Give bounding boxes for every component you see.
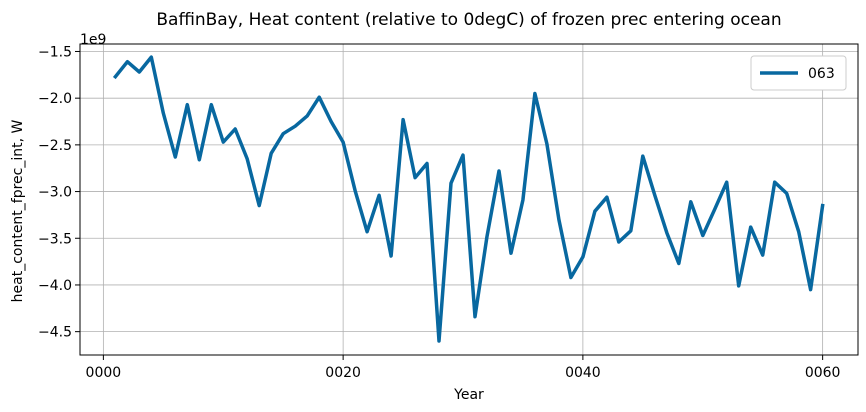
y-tick-label: −4.0 [38,278,72,294]
y-tick-label: −2.5 [38,138,72,154]
series-layer [112,55,825,343]
legend-box [750,55,847,91]
series-line-063 [112,55,825,343]
x-tick-label: 0020 [325,365,361,381]
legend: 063 [750,55,847,91]
y-axis: −4.5 −4.0 −3.5 −3.0 −2.5 −2.0 −1.5 [38,44,80,341]
y-tick-label: −3.0 [38,185,72,201]
x-tick-label: 0060 [805,365,841,381]
x-axis: 0000 0020 0040 0060 [86,355,841,381]
x-tick-label: 0000 [86,365,122,381]
plot-frame [79,43,859,356]
y-tick-label: −4.5 [38,325,72,341]
x-tick-label: 0040 [565,365,601,381]
legend-label-063: 063 [808,66,835,82]
y-tick-label: −2.0 [38,91,72,107]
y-axis-label: heat_content_fprec_int, W [10,119,26,302]
chart-title: BaffinBay, Heat content (relative to 0de… [156,10,781,30]
y-tick-label: −3.5 [38,231,72,247]
y-offset-label: 1e9 [80,32,106,48]
y-tick-label: −1.5 [38,44,72,60]
x-axis-label: Year [453,387,484,403]
grid [80,44,858,355]
